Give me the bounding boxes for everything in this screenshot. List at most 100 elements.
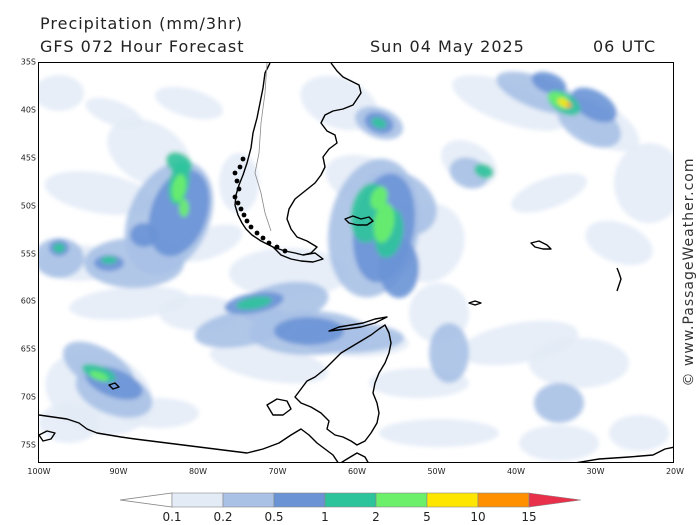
forecast-date: Sun 04 May 2025: [370, 37, 525, 56]
legend-label: 0.1: [162, 510, 182, 524]
latitude-label: 50S: [20, 201, 36, 211]
map-title: Precipitation (mm/3hr): [40, 14, 244, 33]
coastline-island: [266, 240, 272, 246]
latitude-label: 60S: [20, 296, 36, 306]
precip-cell: [53, 243, 65, 253]
precip-cell: [370, 186, 388, 210]
precip-cell: [474, 163, 494, 179]
longitude-label: 100W: [27, 467, 51, 476]
longitude-label: 90W: [109, 467, 128, 476]
coastline-island: [248, 224, 254, 230]
coastline-island: [235, 200, 241, 206]
coastline-thurston-island: [108, 382, 120, 390]
coastline-south-sandwich: [616, 267, 622, 292]
legend-swatch: [426, 492, 479, 508]
precip-cell: [154, 86, 224, 120]
precip-cell: [571, 87, 617, 123]
latitude-label: 75S: [20, 440, 36, 450]
coastline-falklands: [344, 215, 374, 226]
watermark: © www.PassageWeather.com: [681, 157, 697, 387]
legend-swatch: [324, 492, 377, 508]
coastline-south-georgia: [530, 240, 552, 250]
precip-cell: [69, 286, 189, 320]
precip-cell: [452, 75, 566, 131]
precip-cell: [566, 102, 572, 108]
coastline-antarctica-ronne: [340, 452, 369, 462]
legend-label: 0.5: [264, 510, 284, 524]
coastline-island: [232, 170, 238, 176]
latitude-label: 40S: [20, 105, 36, 115]
precip-cell: [219, 153, 259, 213]
coastline-peter-island: [39, 430, 56, 442]
precip-cell: [89, 370, 109, 382]
precip-cell: [274, 317, 344, 345]
precip-cell: [511, 173, 587, 213]
precip-cell: [519, 425, 599, 461]
longitude-label: 80W: [188, 467, 208, 476]
precip-cell: [39, 75, 84, 111]
coastline-island: [282, 248, 288, 254]
precip-cell: [534, 383, 584, 423]
latitude-label: 55S: [20, 249, 36, 259]
latitude-label: 65S: [20, 344, 36, 354]
legend-swatch: [222, 492, 275, 508]
forecast-label: GFS 072 Hour Forecast: [40, 37, 245, 56]
coastline-island: [244, 218, 250, 224]
coastline-island: [240, 156, 246, 162]
legend-label: 15: [521, 510, 537, 524]
legend-label: 10: [470, 510, 486, 524]
precip-cell: [429, 323, 469, 383]
precip-cell: [614, 143, 673, 223]
coastline-antarctic-peninsula: [294, 324, 392, 446]
forecast-time: 06 UTC: [593, 37, 657, 56]
legend-arrow-low: [119, 492, 173, 508]
longitude-label: 60W: [347, 467, 367, 476]
precip-cell: [585, 220, 653, 266]
legend-swatch: [477, 492, 530, 508]
precip-cell: [531, 71, 567, 95]
coastline-island: [238, 206, 244, 212]
coastline-antarctica-east: [576, 446, 673, 462]
coastline-island: [232, 194, 238, 200]
coastline-island: [237, 164, 243, 170]
precipitation-legend: [119, 492, 582, 508]
precip-cell: [529, 338, 629, 388]
precip-cell: [101, 256, 117, 264]
coastline-island: [274, 244, 280, 250]
coastlines: [39, 63, 673, 462]
legend-label: 0.2: [213, 510, 233, 524]
coastline-tierra-del-fuego: [272, 246, 324, 263]
legend-swatch: [375, 492, 428, 508]
precip-cell: [39, 403, 99, 443]
longitude-label: 70W: [268, 467, 287, 476]
precip-cell: [148, 169, 210, 257]
legend-swatch: [171, 492, 224, 508]
precip-cell: [379, 419, 499, 447]
precip-cell: [236, 296, 272, 310]
coastline-alexander-island: [266, 398, 292, 416]
coastline-island: [260, 235, 266, 241]
coastline-south-america: [234, 63, 362, 256]
latitude-label: 35S: [20, 57, 36, 67]
longitude-label: 30W: [586, 467, 605, 476]
longitude-label: 40W: [506, 467, 526, 476]
precip-cell: [373, 203, 395, 243]
coastline-antarctica-west: [39, 414, 339, 462]
precip-cell: [44, 171, 154, 215]
longitude-label: 50W: [427, 467, 446, 476]
precip-cell: [371, 117, 387, 129]
longitude-label: 20W: [665, 467, 685, 476]
precip-cell: [171, 174, 187, 202]
precip-cell: [130, 223, 158, 247]
coastline-island: [241, 212, 247, 218]
coastline-island: [236, 186, 242, 192]
precipitation-field: [39, 71, 673, 461]
coastline-south-shetland: [328, 316, 388, 332]
precipitation-map: [38, 62, 674, 463]
legend-label: 5: [423, 510, 431, 524]
legend-label: 1: [321, 510, 329, 524]
legend-label: 2: [372, 510, 380, 524]
coastline-south-orkney: [468, 300, 482, 306]
coastline-island: [254, 230, 260, 236]
precip-cell: [179, 199, 189, 217]
